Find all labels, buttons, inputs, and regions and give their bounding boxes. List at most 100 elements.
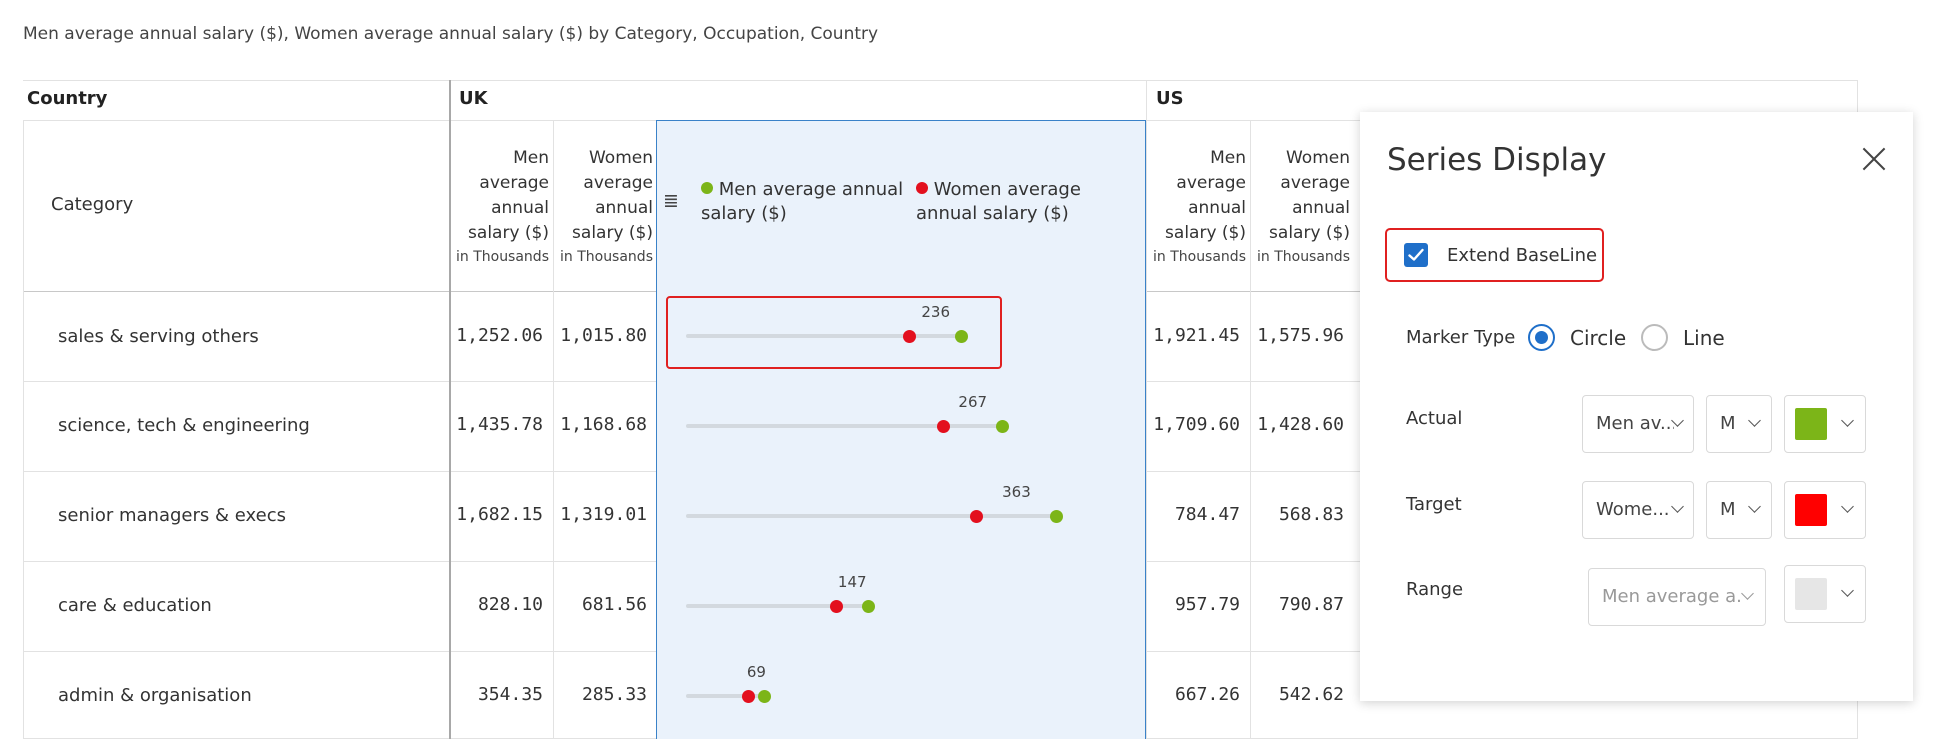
legend-women-label: Women average annual salary ($) xyxy=(916,179,1081,224)
column-unit: in Thousands xyxy=(1256,249,1350,265)
women-marker[interactable] xyxy=(936,419,950,433)
actual-color-swatch xyxy=(1795,408,1827,440)
column-unit: in Thousands xyxy=(559,249,653,265)
uk-women-column-header[interactable]: Women average annual salary ($) in Thous… xyxy=(557,146,653,268)
green-dot-icon xyxy=(701,182,713,194)
difference-label: 147 xyxy=(837,573,867,591)
women-marker[interactable] xyxy=(829,599,843,613)
chevron-down-icon xyxy=(1748,414,1761,427)
range-series-value: Men average a... xyxy=(1602,586,1742,607)
actual-marker-value: M xyxy=(1720,413,1736,434)
chevron-down-icon xyxy=(1841,584,1854,597)
list-lines-icon[interactable]: ≣ xyxy=(663,190,679,212)
col-divider xyxy=(1146,80,1147,739)
actual-marker-select[interactable]: M xyxy=(1706,395,1772,453)
marker-type-label: Marker Type xyxy=(1406,327,1516,348)
legend-men: Men average annual salary ($) xyxy=(701,178,916,226)
close-icon[interactable] xyxy=(1861,146,1887,172)
actual-series-select[interactable]: Men av... xyxy=(1582,395,1694,453)
matrix-table: Country UK US Category Men average annua… xyxy=(23,80,1858,739)
men-marker[interactable] xyxy=(757,689,771,703)
women-marker[interactable] xyxy=(903,329,917,343)
difference-label: 267 xyxy=(958,393,988,411)
men-marker[interactable] xyxy=(955,329,969,343)
men-marker[interactable] xyxy=(995,419,1009,433)
difference-label: 69 xyxy=(746,663,766,681)
uk-men-cell: 1,252.06 xyxy=(456,325,543,346)
row-label[interactable]: care & education xyxy=(58,595,212,616)
uk-women-cell: 1,319.01 xyxy=(560,504,647,525)
baseline-bar xyxy=(686,334,962,338)
actual-color-picker[interactable] xyxy=(1784,395,1866,453)
chevron-down-icon xyxy=(1748,500,1761,513)
us-women-cell: 1,575.96 xyxy=(1257,325,1344,346)
target-marker-value: M xyxy=(1720,499,1736,520)
chart-subtitle: Men average annual salary ($), Women ave… xyxy=(23,24,879,44)
col-divider xyxy=(449,80,451,739)
us-men-column-header[interactable]: Men average annual salary ($) in Thousan… xyxy=(1150,146,1246,268)
marker-circle-label[interactable]: Circle xyxy=(1570,326,1627,350)
row-label[interactable]: admin & organisation xyxy=(58,685,252,706)
women-marker[interactable] xyxy=(969,509,983,523)
country-us: US xyxy=(1156,88,1184,109)
target-label: Target xyxy=(1406,494,1462,515)
uk-women-cell: 681.56 xyxy=(581,594,647,615)
row-divider xyxy=(23,80,1858,81)
row-label[interactable]: senior managers & execs xyxy=(58,505,286,526)
series-display-panel: Series Display Extend BaseLine Marker Ty… xyxy=(1360,112,1913,701)
range-color-swatch xyxy=(1795,578,1827,610)
men-marker[interactable] xyxy=(861,599,875,613)
range-label: Range xyxy=(1406,579,1464,600)
target-color-picker[interactable] xyxy=(1784,481,1866,539)
us-men-cell: 1,921.45 xyxy=(1153,325,1240,346)
us-men-cell: 957.79 xyxy=(1174,594,1240,615)
uk-women-cell: 1,015.80 xyxy=(560,325,647,346)
difference-label: 236 xyxy=(921,303,951,321)
baseline-bar xyxy=(686,604,869,608)
range-series-select[interactable]: Men average a... xyxy=(1588,568,1766,626)
legend-women: Women average annual salary ($) xyxy=(916,178,1141,226)
target-series-select[interactable]: Wome... xyxy=(1582,481,1694,539)
category-header: Category xyxy=(51,194,134,215)
us-men-cell: 784.47 xyxy=(1174,504,1240,525)
column-title: Men average annual salary ($) xyxy=(468,148,549,243)
us-women-cell: 1,428.60 xyxy=(1257,414,1344,435)
baseline-bar xyxy=(686,424,1003,428)
country-uk: UK xyxy=(459,88,488,109)
us-men-cell: 1,709.60 xyxy=(1153,414,1240,435)
extend-baseline-label: Extend BaseLine xyxy=(1447,245,1598,266)
range-color-picker[interactable] xyxy=(1784,565,1866,623)
chevron-down-icon xyxy=(1841,414,1854,427)
check-icon xyxy=(1408,248,1424,261)
column-title: Men average annual salary ($) xyxy=(1165,148,1246,243)
baseline-bar xyxy=(686,514,1057,518)
extend-baseline-checkbox[interactable] xyxy=(1404,243,1428,267)
us-women-cell: 568.83 xyxy=(1278,504,1344,525)
baseline-bar xyxy=(686,694,765,698)
row-label[interactable]: sales & serving others xyxy=(58,326,259,347)
target-marker-select[interactable]: M xyxy=(1706,481,1772,539)
col-divider xyxy=(553,120,554,739)
us-women-cell: 790.87 xyxy=(1278,594,1344,615)
country-header: Country xyxy=(27,88,108,109)
women-marker[interactable] xyxy=(742,689,756,703)
men-marker[interactable] xyxy=(1049,509,1063,523)
extend-baseline-option[interactable]: Extend BaseLine xyxy=(1385,228,1604,282)
uk-men-column-header[interactable]: Men average annual salary ($) in Thousan… xyxy=(453,146,549,268)
marker-circle-radio[interactable] xyxy=(1528,324,1555,351)
chart-column-highlight[interactable] xyxy=(656,120,1146,739)
us-women-column-header[interactable]: Women average annual salary ($) in Thous… xyxy=(1254,146,1350,268)
actual-label: Actual xyxy=(1406,408,1463,429)
legend-men-label: Men average annual salary ($) xyxy=(701,179,904,224)
selected-chart-cell[interactable] xyxy=(666,296,1002,369)
column-unit: in Thousands xyxy=(455,249,549,265)
actual-series-value: Men av... xyxy=(1596,413,1674,434)
uk-women-cell: 285.33 xyxy=(581,684,647,705)
column-title: Women average annual salary ($) xyxy=(1269,148,1350,243)
row-label[interactable]: science, tech & engineering xyxy=(58,415,310,436)
uk-men-cell: 1,435.78 xyxy=(456,414,543,435)
marker-line-radio[interactable] xyxy=(1641,324,1668,351)
red-dot-icon xyxy=(916,182,928,194)
target-color-swatch xyxy=(1795,494,1827,526)
marker-line-label[interactable]: Line xyxy=(1683,326,1725,350)
